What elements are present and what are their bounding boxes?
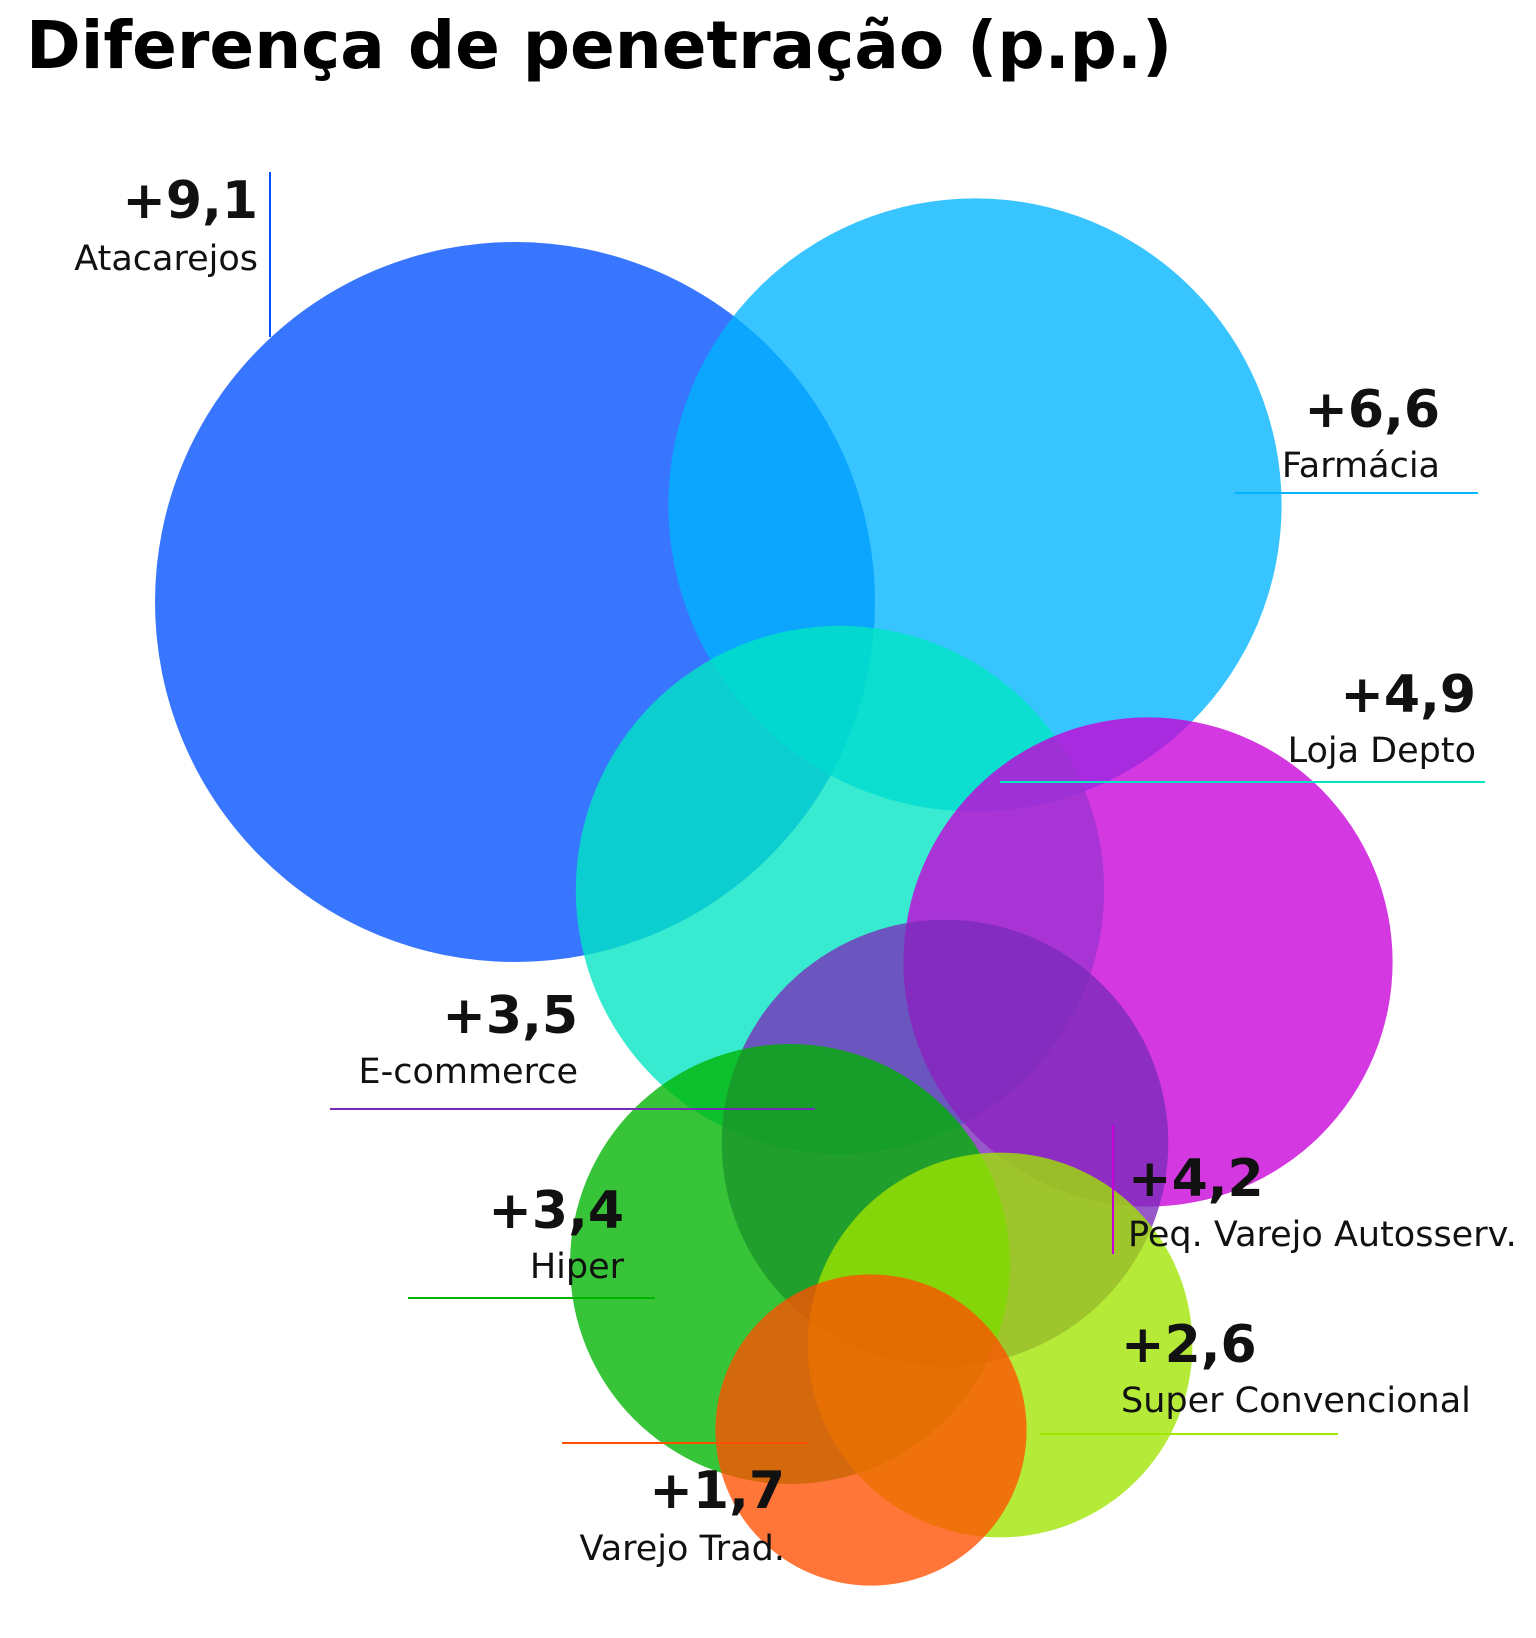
value-label-peq-varejo-autosserv: +4,2	[1128, 1149, 1264, 1209]
labels-group: +9,1 Atacarejos +6,6 Farmácia +4,9 Loja Depto…	[74, 171, 1516, 1569]
category-label-e-commerce: E-commerce	[358, 1052, 578, 1092]
value-label-super-convencional: +2,6	[1121, 1315, 1257, 1375]
bubble-varejo-trad	[715, 1274, 1027, 1586]
category-label-varejo-trad: Varejo Trad.	[579, 1529, 785, 1569]
category-label-atacarejos: Atacarejos	[74, 239, 258, 279]
category-label-hiper: Hiper	[530, 1247, 625, 1287]
category-label-peq-varejo-autosserv: Peq. Varejo Autosserv.	[1128, 1215, 1517, 1255]
category-label-super-convencional: Super Convencional	[1121, 1381, 1471, 1421]
value-label-varejo-trad: +1,7	[649, 1461, 785, 1521]
bubbles-group	[155, 198, 1393, 1586]
value-label-atacarejos: +9,1	[122, 171, 258, 231]
category-label-farm-cia: Farmácia	[1282, 446, 1440, 486]
value-label-farm-cia: +6,6	[1304, 380, 1440, 440]
value-label-hiper: +3,4	[488, 1181, 624, 1241]
leader-lines-group	[269, 172, 1485, 1444]
value-label-loja-depto: +4,9	[1340, 665, 1476, 725]
chart-title: Diferença de penetração (p.p.)	[26, 7, 1172, 84]
value-label-e-commerce: +3,5	[442, 986, 578, 1046]
category-label-loja-depto: Loja Depto	[1288, 731, 1476, 771]
